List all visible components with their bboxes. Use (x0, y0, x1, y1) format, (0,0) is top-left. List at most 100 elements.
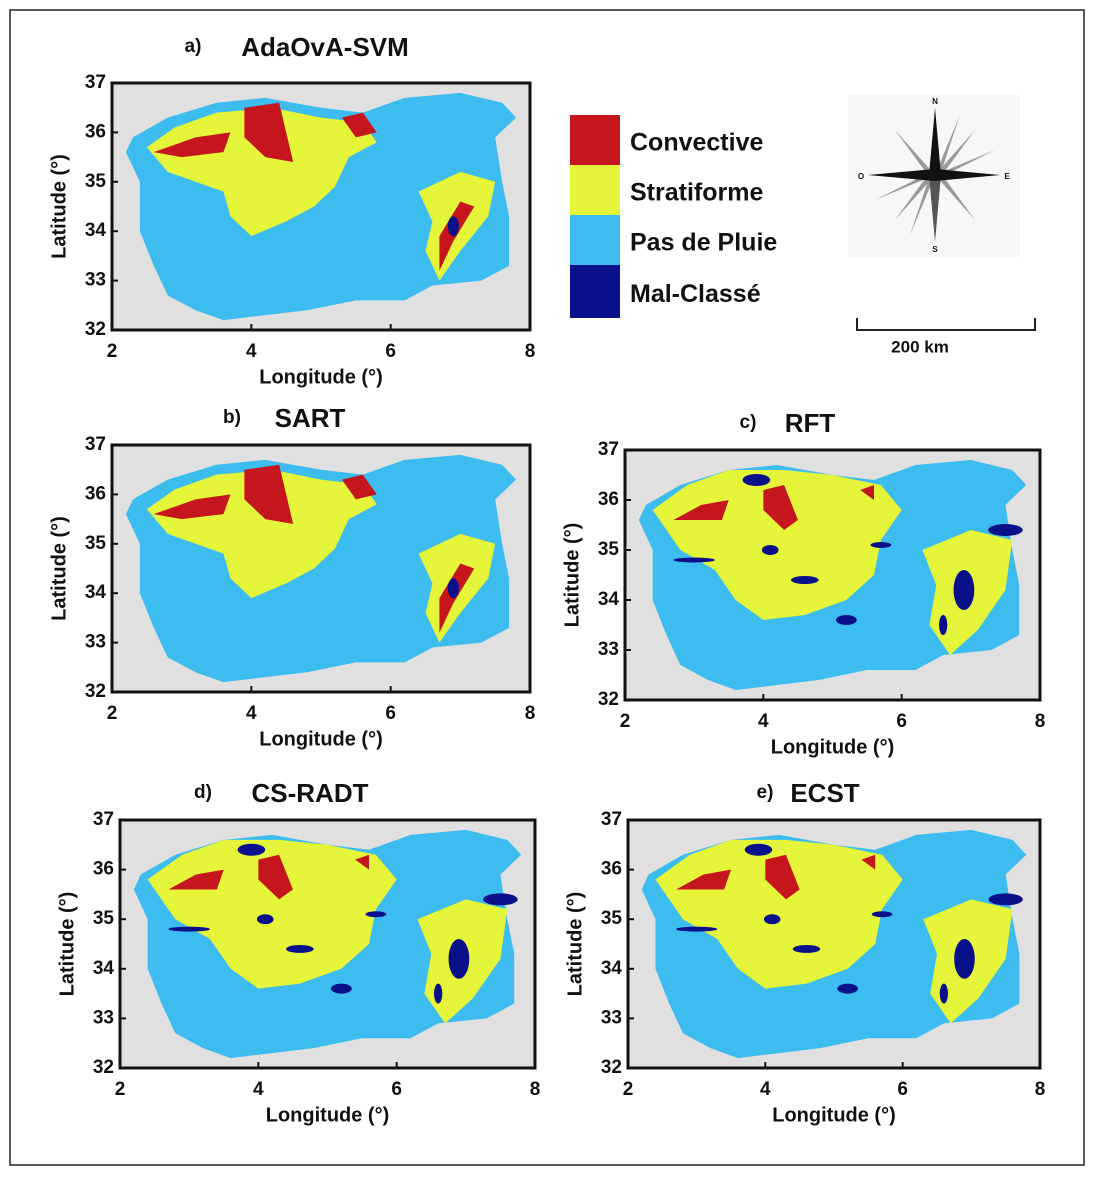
y-tick-label: 36 (598, 489, 619, 510)
x-axis-label: Longitude (°) (259, 728, 383, 750)
region-misclassified (954, 939, 975, 979)
y-tick-label: 33 (85, 632, 106, 653)
region-misclassified (837, 984, 858, 994)
x-tick-label: 8 (530, 1079, 541, 1100)
panel-title: CS-RADT (252, 778, 369, 808)
compass-rose (848, 95, 1020, 257)
x-tick-label: 6 (897, 1079, 908, 1100)
region-misclassified (954, 570, 975, 610)
region-misclassified (940, 984, 948, 1004)
y-tick-label: 36 (601, 859, 622, 880)
y-tick-label: 37 (85, 72, 106, 93)
x-tick-label: 8 (1035, 1079, 1046, 1100)
y-axis-label: Latitude (°) (56, 892, 78, 997)
x-tick-label: 8 (1035, 711, 1046, 732)
y-tick-label: 36 (85, 121, 106, 142)
compass-label: E (1004, 172, 1010, 181)
legend-swatch (570, 215, 620, 265)
region-misclassified (673, 558, 715, 563)
x-tick-label: 4 (760, 1079, 771, 1100)
region-misclassified (988, 524, 1023, 536)
y-tick-label: 37 (85, 434, 106, 455)
y-tick-label: 33 (601, 1007, 622, 1028)
region-misclassified (989, 893, 1023, 905)
region-misclassified (836, 615, 857, 625)
y-tick-label: 34 (85, 220, 107, 241)
panel-title: AdaOvA-SVM (241, 32, 409, 62)
compass-label: N (932, 97, 938, 106)
panel-label: b) (223, 407, 241, 428)
scale-bar-label: 200 km (891, 337, 949, 356)
y-tick-label: 32 (85, 681, 106, 702)
panel-label: d) (194, 782, 212, 803)
x-tick-label: 6 (385, 703, 396, 724)
y-tick-label: 32 (601, 1057, 622, 1078)
x-tick-label: 6 (896, 711, 907, 732)
y-tick-label: 35 (85, 533, 107, 554)
region-misclassified (764, 914, 780, 924)
y-axis-label: Latitude (°) (561, 523, 583, 628)
y-tick-label: 34 (598, 589, 620, 610)
y-axis-label: Latitude (°) (48, 516, 70, 621)
region-misclassified (791, 576, 819, 584)
y-tick-label: 35 (598, 539, 620, 560)
y-tick-label: 33 (598, 639, 619, 660)
region-misclassified (762, 545, 779, 555)
y-tick-label: 37 (601, 809, 622, 830)
panel-label: c) (740, 412, 757, 433)
region-misclassified (743, 474, 771, 486)
x-axis-label: Longitude (°) (771, 736, 895, 758)
region-misclassified (872, 911, 893, 917)
x-tick-label: 4 (758, 711, 769, 732)
legend-label: Stratiforme (630, 179, 763, 207)
x-tick-label: 2 (623, 1079, 634, 1100)
y-tick-label: 35 (93, 908, 115, 929)
x-tick-label: 6 (391, 1079, 402, 1100)
x-axis-label: Longitude (°) (266, 1104, 390, 1126)
y-tick-label: 37 (598, 439, 619, 460)
region-misclassified (483, 893, 518, 905)
x-tick-label: 4 (253, 1079, 264, 1100)
x-tick-label: 8 (525, 703, 536, 724)
region-misclassified (449, 939, 470, 979)
x-axis-label: Longitude (°) (259, 366, 383, 388)
panel-title: SART (275, 403, 346, 433)
y-tick-label: 36 (85, 483, 106, 504)
panel-label: a) (185, 36, 202, 57)
legend-label: Mal-Classé (630, 280, 761, 308)
y-tick-label: 35 (601, 908, 623, 929)
y-tick-label: 34 (93, 958, 115, 979)
y-tick-label: 33 (93, 1007, 114, 1028)
legend-swatch (570, 115, 620, 165)
y-tick-label: 32 (93, 1057, 114, 1078)
legend-swatch (570, 265, 620, 318)
region-misclassified (238, 844, 266, 856)
x-tick-label: 2 (107, 341, 118, 362)
x-tick-label: 6 (385, 341, 396, 362)
region-misclassified (448, 578, 459, 598)
y-tick-label: 34 (85, 582, 107, 603)
region-misclassified (871, 542, 892, 548)
y-tick-label: 32 (85, 319, 106, 340)
y-tick-label: 32 (598, 689, 619, 710)
y-axis-label: Latitude (°) (48, 154, 70, 259)
compass-label: S (932, 245, 938, 254)
x-tick-label: 8 (525, 341, 536, 362)
x-tick-label: 4 (246, 703, 257, 724)
y-tick-label: 35 (85, 171, 107, 192)
region-misclassified (331, 984, 352, 994)
region-misclassified (939, 615, 947, 635)
y-tick-label: 36 (93, 859, 114, 880)
x-axis-label: Longitude (°) (772, 1104, 896, 1126)
panel-title: ECST (790, 778, 859, 808)
region-misclassified (168, 927, 210, 932)
compass-label: O (858, 172, 864, 181)
region-misclassified (366, 911, 387, 917)
x-tick-label: 2 (115, 1079, 126, 1100)
y-tick-label: 34 (601, 958, 623, 979)
region-misclassified (286, 945, 314, 953)
legend-label: Convective (630, 129, 763, 157)
region-misclassified (434, 984, 442, 1004)
y-axis-label: Latitude (°) (564, 892, 586, 997)
y-tick-label: 33 (85, 270, 106, 291)
